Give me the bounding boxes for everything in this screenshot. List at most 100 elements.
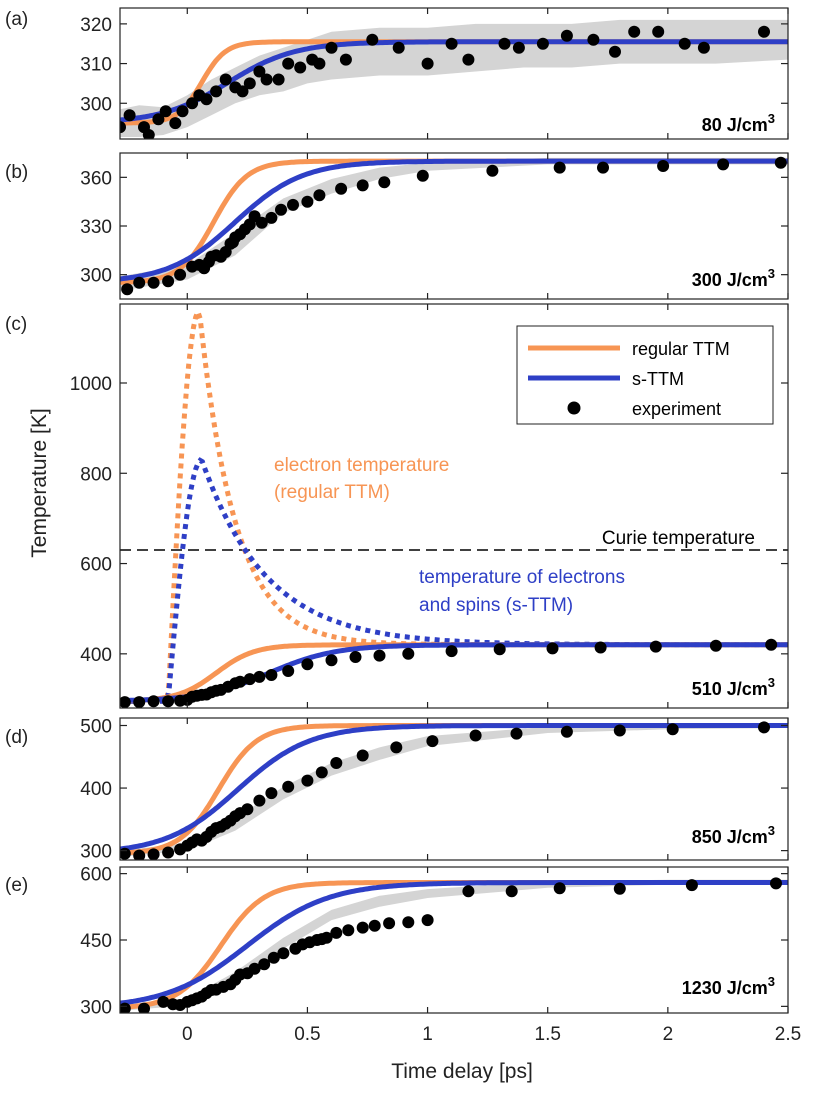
- panel-a-experiment-point: [244, 77, 256, 89]
- panel-b-y-tick-label: 330: [80, 217, 112, 238]
- panel-c-experiment-point: [547, 642, 559, 654]
- panel-a-experiment-point: [177, 105, 189, 117]
- panel-label-e: (e): [5, 875, 28, 896]
- fluence-label-b: 300 J/cm3: [692, 266, 775, 290]
- panel-e-experiment-point: [614, 883, 626, 895]
- panel-a-experiment-point: [273, 74, 285, 86]
- panel-b-experiment-point: [174, 269, 186, 281]
- panel-label-b: (b): [5, 162, 28, 183]
- panel-b-y-tick-label: 360: [80, 168, 112, 189]
- fluence-label-e: 1230 J/cm3: [682, 974, 775, 998]
- panel-c-experiment-point: [133, 696, 145, 708]
- panel-b-experiment-point: [121, 283, 133, 295]
- panel-a-experiment-point: [537, 38, 549, 50]
- panel-b-experiment-point: [486, 165, 498, 177]
- panel-e-experiment-point: [402, 916, 414, 928]
- panel-a-experiment-point: [561, 30, 573, 42]
- panel-d-experiment-point: [511, 728, 523, 740]
- panel-d-experiment-point: [357, 750, 369, 762]
- panel-c-experiment-point: [282, 665, 294, 677]
- panel-a-experiment-point: [220, 74, 232, 86]
- panel-d-experiment-point: [316, 766, 328, 778]
- panel-e-experiment-point: [554, 882, 566, 894]
- panel-b-experiment-point: [378, 176, 390, 188]
- panel-e-experiment-point: [422, 914, 434, 926]
- panel-a-experiment-point: [628, 26, 640, 38]
- panel-c-experiment-point: [162, 695, 174, 707]
- fluence-label-a: 80 J/cm3: [702, 111, 775, 135]
- panel-b-experiment-point: [275, 204, 287, 216]
- panel-d-experiment-point: [667, 723, 679, 735]
- legend-experiment-marker: [568, 402, 581, 415]
- panel-c-experiment-point: [301, 658, 313, 670]
- panel-a-experiment-point: [513, 42, 525, 54]
- panel-a-experiment-point: [326, 42, 338, 54]
- panel-c-experiment-point: [595, 642, 607, 654]
- electron-ttm-label-1: electron temperature: [274, 455, 449, 476]
- panel-d-experiment-point: [614, 725, 626, 737]
- panel-c-experiment-point: [710, 640, 722, 652]
- panel-a-experiment-point: [169, 117, 181, 129]
- panel-c-y-tick-label: 400: [80, 645, 112, 666]
- panel-b-experiment-point: [417, 170, 429, 182]
- panel-a-experiment-point: [609, 46, 621, 58]
- panel-a-experiment-point: [462, 54, 474, 66]
- panel-b-experiment-point: [335, 183, 347, 195]
- fluence-label-c: 510 J/cm3: [692, 675, 775, 699]
- fluence-label-d: 850 J/cm3: [692, 823, 775, 847]
- panel-a-y-tick-label: 300: [80, 94, 112, 115]
- panel-e-experiment-point: [383, 917, 395, 929]
- panel-c-experiment-point: [148, 695, 160, 707]
- panel-d-experiment-point: [162, 847, 174, 859]
- x-tick-label: 0.5: [294, 1024, 320, 1045]
- panel-a-experiment-point: [587, 34, 599, 46]
- panel-d-experiment-point: [301, 775, 313, 787]
- panel-c-y-tick-label: 800: [80, 464, 112, 485]
- panel-b-plot-area: [120, 157, 788, 296]
- x-tick-label: 2: [663, 1024, 674, 1045]
- figure: (a) (b) (c) (d) (e) Temperature [K] Time…: [0, 0, 830, 1088]
- panel-a-experiment-point: [160, 105, 172, 117]
- panel-a-y-tick-label: 320: [80, 15, 112, 36]
- chart-figure: (a) (b) (c) (d) (e) Temperature [K] Time…: [0, 0, 830, 1088]
- x-axis-label: Time delay [ps]: [391, 1060, 533, 1083]
- panel-c-experiment-point: [650, 641, 662, 653]
- panel-d-experiment-point: [426, 735, 438, 747]
- x-tick-label: 2.5: [775, 1024, 801, 1045]
- panel-c-experiment-point: [446, 645, 458, 657]
- electron-sttm-label-2: and spins (s-TTM): [419, 595, 573, 616]
- panel-label-a: (a): [5, 9, 28, 30]
- panel-d-y-tick-label: 500: [80, 717, 112, 738]
- panel-a-experiment-point: [499, 38, 511, 50]
- panel-label-c: (c): [5, 314, 27, 335]
- panel-e-experiment-point: [506, 885, 518, 897]
- panel-e-experiment-point: [277, 947, 289, 959]
- panel-b-experiment-point: [265, 212, 277, 224]
- panel-b-experiment-point: [775, 157, 787, 169]
- panel-d-experiment-point: [282, 781, 294, 793]
- panel-a-experiment-point: [313, 58, 325, 70]
- panel-a-experiment-point: [340, 54, 352, 66]
- panel-b-experiment-point: [133, 277, 145, 289]
- panel-a-experiment-point: [261, 74, 273, 86]
- panel-b-experiment-point: [717, 158, 729, 170]
- panel-b-experiment-point: [162, 275, 174, 287]
- x-tick-label: 1: [422, 1024, 433, 1045]
- panel-e-y-tick-label: 600: [80, 865, 112, 886]
- panel-c-experiment-point: [253, 671, 265, 683]
- panel-a-experiment-point: [446, 38, 458, 50]
- x-tick-label: 0: [182, 1024, 193, 1045]
- panel-a-experiment-point: [679, 38, 691, 50]
- panel-b-experiment-point: [287, 199, 299, 211]
- panel-b-experiment-point: [554, 162, 566, 174]
- panel-d-experiment-point: [148, 848, 160, 860]
- y-axis-label: Temperature [K]: [28, 408, 51, 557]
- panel-b-experiment-point: [313, 189, 325, 201]
- legend-ttm-label: regular TTM: [632, 339, 730, 359]
- panel-a-experiment-point: [698, 42, 710, 54]
- panel-c-experiment-point: [326, 654, 338, 666]
- panel-a-experiment-point: [366, 34, 378, 46]
- panel-b-y-tick-label: 300: [80, 266, 112, 287]
- panel-a-experiment-point: [282, 58, 294, 70]
- legend-sttm-label: s-TTM: [632, 369, 684, 389]
